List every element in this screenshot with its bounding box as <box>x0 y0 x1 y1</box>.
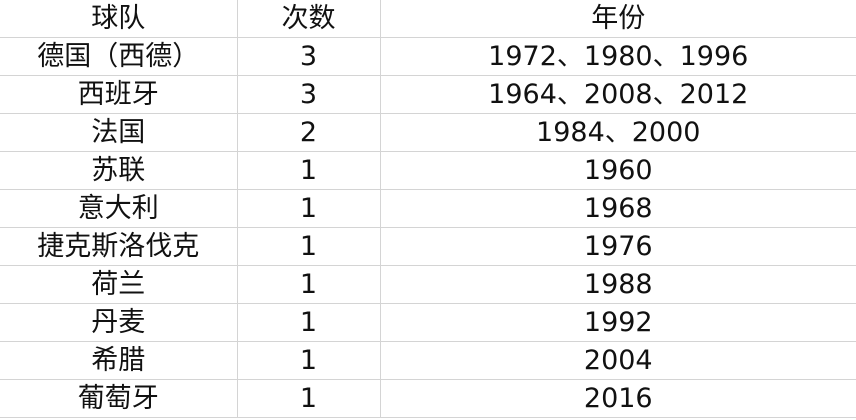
cell-years: 1992 <box>379 303 856 342</box>
cell-team: 意大利 <box>0 189 238 228</box>
table-row: 意大利 1 1968 <box>0 189 856 228</box>
cell-count: 1 <box>236 189 381 228</box>
cell-count: 1 <box>236 265 381 304</box>
header-count: 次数 <box>236 0 381 38</box>
cell-team: 葡萄牙 <box>0 379 238 418</box>
table-row: 苏联 1 1960 <box>0 151 856 190</box>
cell-team: 丹麦 <box>0 303 238 342</box>
header-row: 球队 次数 年份 <box>0 0 856 38</box>
table-row: 西班牙 3 1964、2008、2012 <box>0 75 856 114</box>
cell-years: 2004 <box>379 341 856 380</box>
table-row: 法国 2 1984、2000 <box>0 113 856 152</box>
table-row: 德国（西德） 3 1972、1980、1996 <box>0 37 856 76</box>
table-row: 希腊 1 2004 <box>0 341 856 380</box>
cell-count: 1 <box>236 379 381 418</box>
cell-years: 1964、2008、2012 <box>379 75 856 114</box>
cell-team: 苏联 <box>0 151 238 190</box>
cell-years: 1976 <box>379 227 856 266</box>
cell-team: 德国（西德） <box>0 37 238 76</box>
cell-count: 1 <box>236 227 381 266</box>
cell-years: 1968 <box>379 189 856 228</box>
cell-team: 西班牙 <box>0 75 238 114</box>
table-row: 捷克斯洛伐克 1 1976 <box>0 227 856 266</box>
cell-team: 捷克斯洛伐克 <box>0 227 238 266</box>
cell-years: 1988 <box>379 265 856 304</box>
cell-years: 2016 <box>379 379 856 418</box>
header-team: 球队 <box>0 0 238 38</box>
cell-years: 1960 <box>379 151 856 190</box>
table-row: 荷兰 1 1988 <box>0 265 856 304</box>
cell-count: 3 <box>236 75 381 114</box>
cell-count: 1 <box>236 341 381 380</box>
cell-years: 1972、1980、1996 <box>379 37 856 76</box>
cell-years: 1984、2000 <box>379 113 856 152</box>
table-row: 丹麦 1 1992 <box>0 303 856 342</box>
cell-team: 法国 <box>0 113 238 152</box>
cell-count: 2 <box>236 113 381 152</box>
cell-count: 3 <box>236 37 381 76</box>
cell-team: 荷兰 <box>0 265 238 304</box>
table-row: 葡萄牙 1 2016 <box>0 379 856 418</box>
cell-count: 1 <box>236 151 381 190</box>
cell-team: 希腊 <box>0 341 238 380</box>
cell-count: 1 <box>236 303 381 342</box>
header-years: 年份 <box>379 0 856 38</box>
